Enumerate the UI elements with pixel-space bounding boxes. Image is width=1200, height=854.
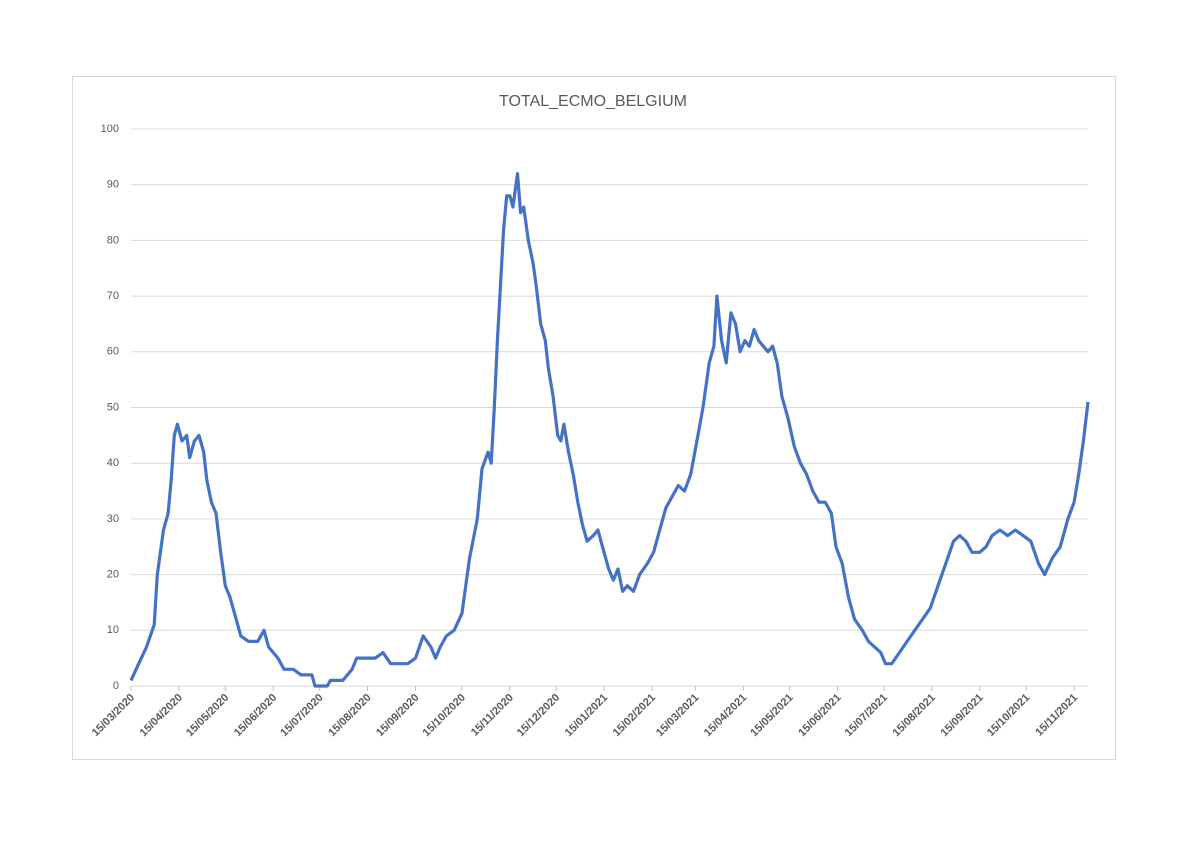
- y-tick-label: 80: [107, 234, 119, 246]
- chart-frame: [72, 76, 1116, 760]
- chart-title: TOTAL_ECMO_BELGIUM: [499, 93, 687, 110]
- y-tick-label: 90: [107, 179, 119, 191]
- y-tick-label: 40: [107, 457, 119, 469]
- y-tick-label: 0: [113, 680, 119, 692]
- y-tick-label: 100: [101, 123, 119, 135]
- data-line: [129, 172, 1090, 688]
- y-tick-label: 70: [107, 290, 119, 302]
- y-tick-label: 60: [107, 346, 119, 358]
- y-tick-label: 10: [107, 624, 119, 636]
- y-tick-label: 20: [107, 569, 119, 581]
- y-tick-label: 30: [107, 513, 119, 525]
- y-tick-label: 50: [107, 401, 119, 413]
